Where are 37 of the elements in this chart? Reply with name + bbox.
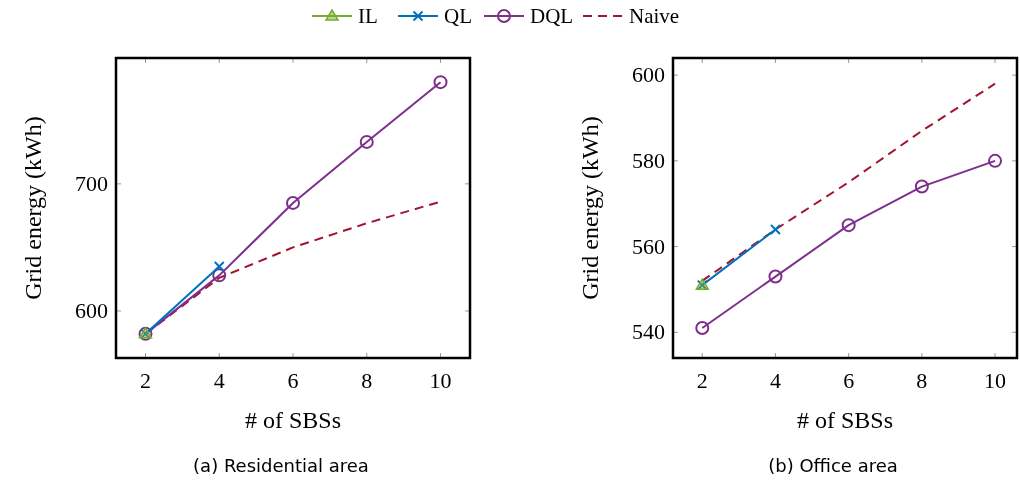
x-axis-title: # of SBSs: [796, 407, 894, 433]
y-tick-label: 600: [75, 297, 108, 323]
point: [695, 321, 710, 335]
point: [213, 260, 225, 272]
y-tick-label: 580: [632, 147, 665, 173]
point: [914, 179, 929, 194]
point: [433, 75, 448, 90]
x-tick-label: 10: [984, 368, 1007, 393]
point: [769, 223, 781, 235]
text: (a) Residential area: [193, 455, 369, 476]
x-tick-label: 6: [287, 368, 299, 393]
point: [212, 268, 227, 283]
legend-label: DQL: [530, 4, 574, 28]
x-tick-label: 2: [140, 368, 151, 393]
y-tick-label: 560: [632, 233, 665, 259]
point: [286, 195, 300, 210]
x-tick-label: 10: [429, 368, 452, 393]
legend-label: IL: [358, 4, 378, 28]
legend-label: QL: [444, 4, 472, 28]
x-tick-label: 8: [916, 368, 928, 393]
y-tick-label: 540: [632, 319, 665, 345]
point: [768, 269, 783, 284]
y-axis-title: Grid energy (kWh): [577, 116, 603, 300]
point: [841, 218, 856, 233]
legend-label: Naive: [629, 4, 680, 28]
y-tick-label: 700: [75, 170, 108, 196]
point: [359, 134, 374, 149]
x-axis-title: # of SBSs: [244, 407, 342, 433]
x-tick-label: 8: [361, 368, 373, 393]
x-tick-label: 4: [213, 368, 225, 393]
x-tick-label: 2: [696, 368, 708, 393]
text: (b) Office area: [768, 455, 898, 476]
point: [988, 153, 1003, 168]
y-axis-title: Grid energy (kWh): [20, 116, 46, 300]
x-tick-label: 4: [769, 368, 781, 393]
x-tick-label: 6: [843, 368, 855, 393]
y-tick-label: 600: [632, 62, 665, 88]
